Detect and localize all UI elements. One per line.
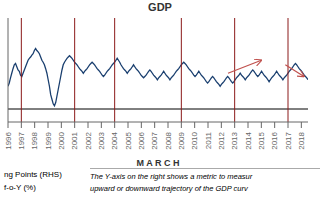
svg-text:1996: 1996	[8, 131, 13, 149]
html-text:ng Points (RHS): ng Points (RHS)	[4, 170, 62, 179]
svg-text:2016: 2016	[270, 131, 279, 149]
svg-text:M A R C H: M A R C H	[137, 158, 180, 166]
svg-text:2009: 2009	[177, 131, 186, 149]
svg-text:2018: 2018	[297, 131, 306, 149]
svg-text:2003: 2003	[97, 131, 106, 149]
svg-text:2000: 2000	[57, 131, 66, 149]
svg-text:2010: 2010	[190, 131, 199, 149]
html-text:The Y-axis on the right shows: The Y-axis on the right shows a metric t…	[90, 172, 253, 181]
svg-text:2011: 2011	[204, 131, 213, 149]
html-text:f-o-Y (%): f-o-Y (%)	[4, 183, 36, 192]
svg-text:1999: 1999	[44, 131, 53, 149]
svg-text:2004: 2004	[110, 131, 119, 149]
html-text:GDP: GDP	[148, 1, 172, 13]
svg-text:2001: 2001	[70, 131, 79, 149]
svg-text:2012: 2012	[217, 131, 226, 149]
svg-text:2008: 2008	[164, 131, 173, 149]
svg-text:2013: 2013	[230, 131, 239, 149]
svg-text:2014: 2014	[244, 131, 253, 149]
svg-text:2002: 2002	[84, 131, 93, 149]
svg-text:2005: 2005	[124, 131, 133, 149]
svg-text:2015: 2015	[257, 131, 266, 149]
svg-text:2007: 2007	[150, 131, 159, 149]
svg-text:2017: 2017	[284, 131, 293, 149]
svg-text:1998: 1998	[30, 131, 39, 149]
svg-text:1997: 1997	[17, 131, 26, 149]
svg-text:2006: 2006	[137, 131, 146, 149]
html-text:upward or downward trajectory: upward or downward trajectory of the GDP…	[90, 184, 248, 193]
